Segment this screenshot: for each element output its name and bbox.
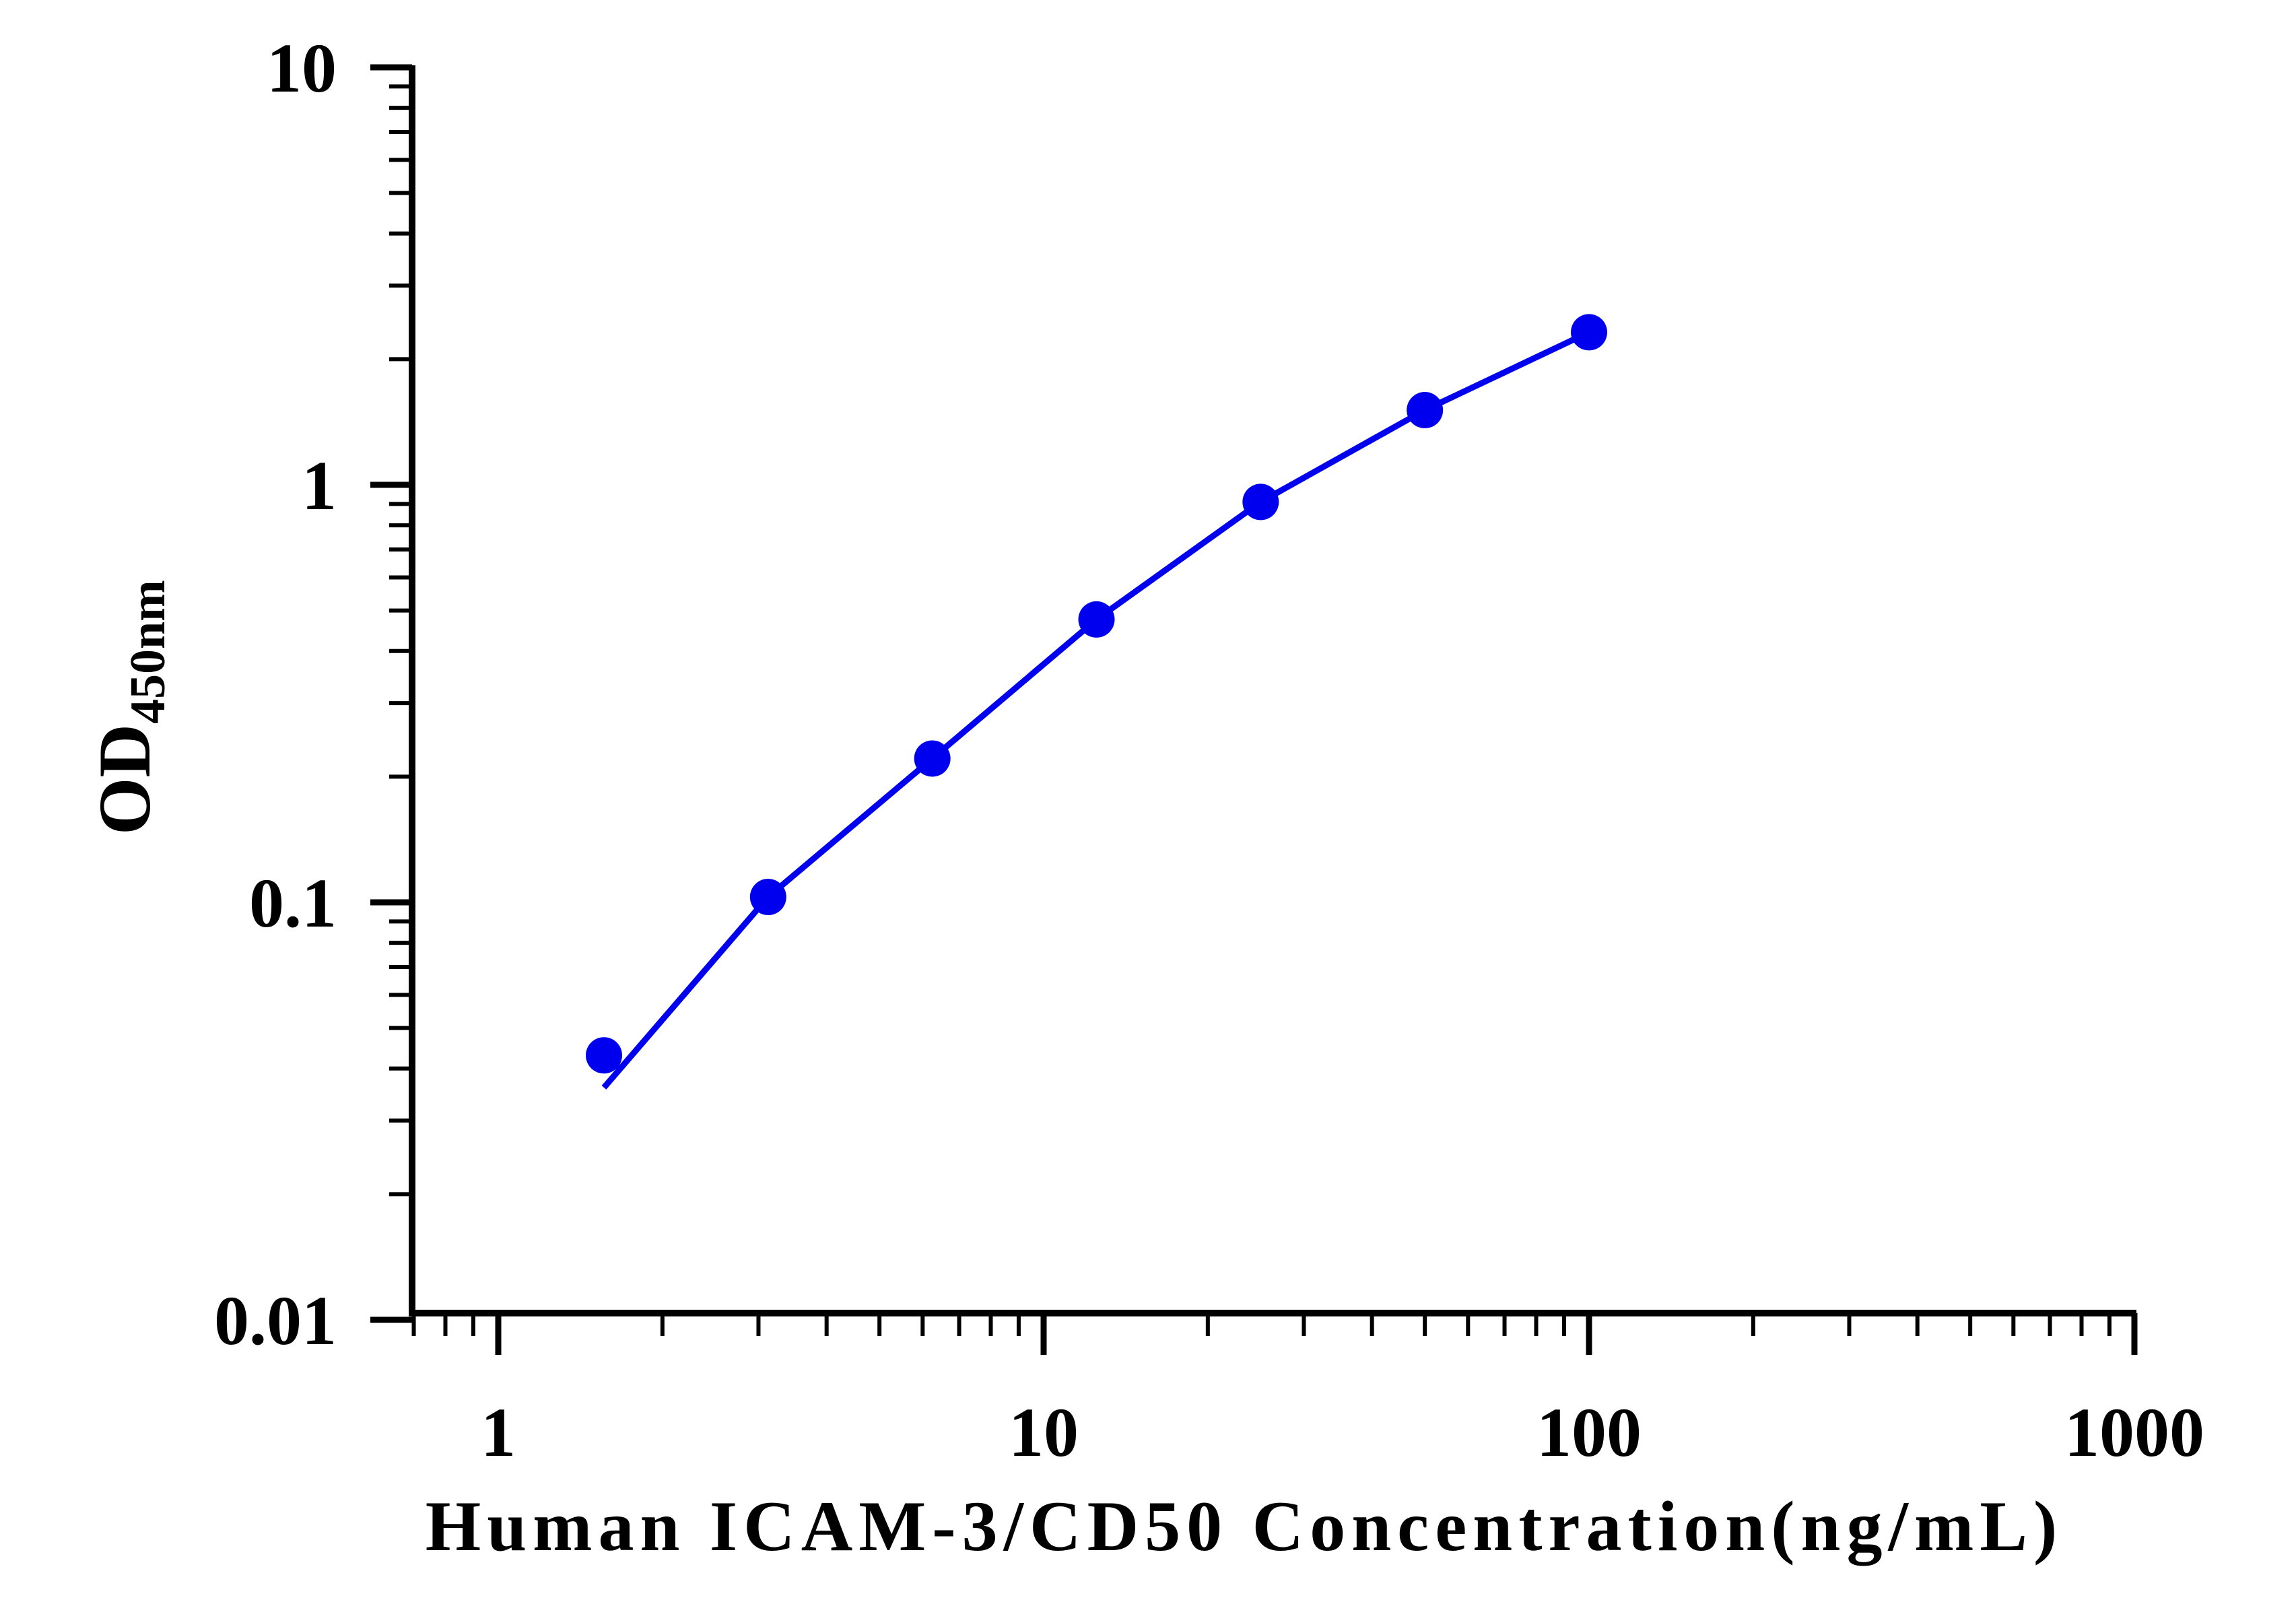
y-axis-title-subscript: 450nm [121,580,176,724]
axes [409,65,2136,1316]
data-point [749,879,786,916]
y-tick-label: 0.01 [214,1282,337,1360]
y-tick-label: 0.1 [249,865,337,942]
y-tick-label: 10 [267,30,337,107]
y-axis-title: OD450nm [83,580,176,835]
fit-curve-line [601,329,1590,1090]
y-tick-labels: 0.01 0.1 1 10 [214,30,337,1360]
data-point [1407,392,1444,429]
data-point [1078,601,1115,638]
x-tick-label: 1 [481,1394,516,1471]
major-ticks [370,64,2138,1355]
x-tick-label: 1000 [2064,1394,2204,1471]
x-tick-labels: 1 10 100 1000 [481,1394,2204,1471]
data-point [914,740,951,777]
x-tick-label: 10 [1009,1394,1079,1471]
x-axis-title: Human ICAM-3/CD50 Concentration(ng/mL) [426,1487,2064,1566]
x-tick-label: 100 [1537,1394,1642,1471]
y-axis-title-main: OD [83,724,166,835]
plot-series [585,314,1607,1090]
data-point [1571,314,1607,351]
data-point [585,1037,622,1074]
data-point [1242,483,1279,521]
minor-ticks [389,84,2112,1336]
y-tick-label: 1 [302,447,337,525]
